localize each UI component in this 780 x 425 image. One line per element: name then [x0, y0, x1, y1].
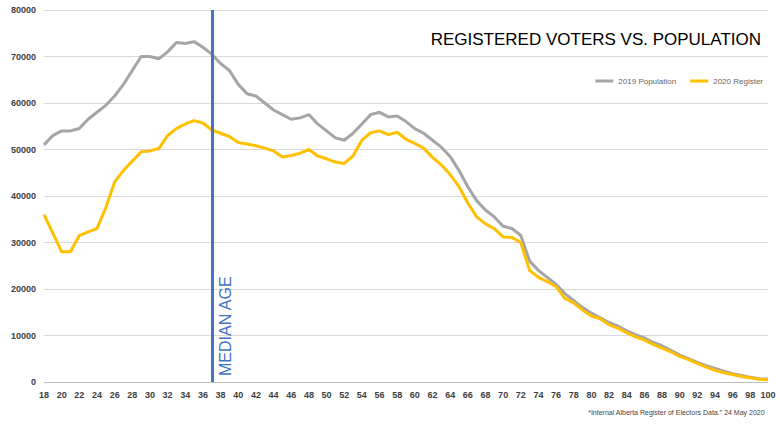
svg-text:68: 68 — [480, 390, 490, 400]
svg-text:60: 60 — [410, 390, 420, 400]
svg-text:54: 54 — [357, 390, 367, 400]
svg-text:62: 62 — [427, 390, 437, 400]
svg-text:56: 56 — [375, 390, 385, 400]
svg-text:48: 48 — [304, 390, 314, 400]
svg-text:60000: 60000 — [11, 98, 36, 108]
svg-text:22: 22 — [74, 390, 84, 400]
svg-text:70000: 70000 — [11, 52, 36, 62]
svg-text:92: 92 — [692, 390, 702, 400]
svg-text:20: 20 — [57, 390, 67, 400]
svg-text:46: 46 — [286, 390, 296, 400]
svg-text:78: 78 — [569, 390, 579, 400]
svg-text:*Internal Alberta Register of: *Internal Alberta Register of Electors D… — [588, 409, 765, 417]
svg-text:36: 36 — [198, 390, 208, 400]
svg-text:40: 40 — [233, 390, 243, 400]
svg-text:2019 Population: 2019 Population — [618, 77, 676, 86]
svg-text:80: 80 — [586, 390, 596, 400]
svg-text:80000: 80000 — [11, 5, 36, 15]
svg-text:50: 50 — [322, 390, 332, 400]
svg-text:44: 44 — [269, 390, 279, 400]
svg-text:MEDIAN AGE: MEDIAN AGE — [217, 276, 234, 376]
svg-text:52: 52 — [339, 390, 349, 400]
svg-text:64: 64 — [445, 390, 455, 400]
svg-text:58: 58 — [392, 390, 402, 400]
svg-text:96: 96 — [728, 390, 738, 400]
svg-text:50000: 50000 — [11, 145, 36, 155]
svg-text:32: 32 — [163, 390, 173, 400]
svg-text:86: 86 — [639, 390, 649, 400]
svg-text:10000: 10000 — [11, 331, 36, 341]
svg-text:42: 42 — [251, 390, 261, 400]
svg-text:90: 90 — [675, 390, 685, 400]
svg-text:94: 94 — [710, 390, 720, 400]
svg-text:70: 70 — [498, 390, 508, 400]
svg-text:100: 100 — [760, 390, 775, 400]
svg-text:74: 74 — [533, 390, 543, 400]
svg-text:34: 34 — [180, 390, 190, 400]
svg-text:20000: 20000 — [11, 284, 36, 294]
svg-text:28: 28 — [127, 390, 137, 400]
svg-text:88: 88 — [657, 390, 667, 400]
svg-text:66: 66 — [463, 390, 473, 400]
svg-text:76: 76 — [551, 390, 561, 400]
svg-text:0: 0 — [31, 377, 36, 387]
svg-text:30000: 30000 — [11, 238, 36, 248]
svg-text:98: 98 — [745, 390, 755, 400]
svg-text:72: 72 — [516, 390, 526, 400]
svg-text:38: 38 — [216, 390, 226, 400]
svg-text:24: 24 — [92, 390, 102, 400]
svg-text:REGISTERED VOTERS VS. POPULATI: REGISTERED VOTERS VS. POPULATION — [431, 30, 761, 49]
svg-text:2020 Register: 2020 Register — [713, 77, 763, 86]
svg-text:30: 30 — [145, 390, 155, 400]
svg-text:82: 82 — [604, 390, 614, 400]
svg-text:84: 84 — [622, 390, 632, 400]
svg-text:40000: 40000 — [11, 191, 36, 201]
svg-text:26: 26 — [110, 390, 120, 400]
svg-text:18: 18 — [39, 390, 49, 400]
